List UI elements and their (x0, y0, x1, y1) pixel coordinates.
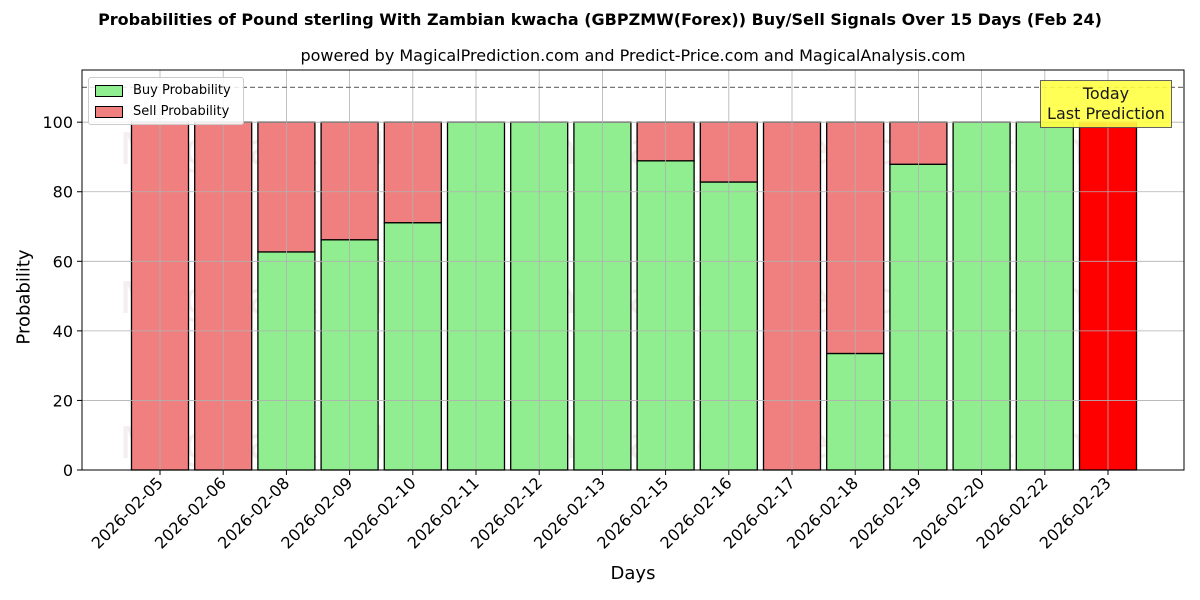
annotation-line1: Today (1082, 84, 1130, 103)
y-tick-label: 20 (53, 391, 73, 410)
legend-sell-label: Sell Probability (133, 104, 230, 119)
y-tick-label: 100 (42, 113, 73, 132)
axes-frame (81, 69, 1185, 471)
legend: Buy Probability Sell Probability (88, 77, 244, 125)
legend-item-buy: Buy Probability (95, 83, 231, 98)
chart-subtitle: powered by MagicalPrediction.com and Pre… (300, 46, 966, 65)
y-tick-label: 60 (53, 252, 73, 271)
y-axis-label: Probability (13, 249, 35, 345)
chart-title: Probabilities of Pound sterling With Zam… (98, 10, 1102, 29)
x-axis-label: Days (610, 563, 656, 584)
legend-item-sell: Sell Probability (95, 104, 229, 119)
annotation-line2: Last Prediction (1047, 104, 1165, 123)
y-tick-label: 80 (53, 183, 73, 202)
today-annotation: Today Last Prediction (1040, 80, 1172, 128)
legend-buy-label: Buy Probability (133, 83, 231, 98)
y-tick-label: 40 (53, 322, 73, 341)
y-tick-label: 0 (63, 461, 73, 480)
buy-swatch-icon (95, 84, 123, 97)
sell-swatch-icon (95, 105, 123, 118)
